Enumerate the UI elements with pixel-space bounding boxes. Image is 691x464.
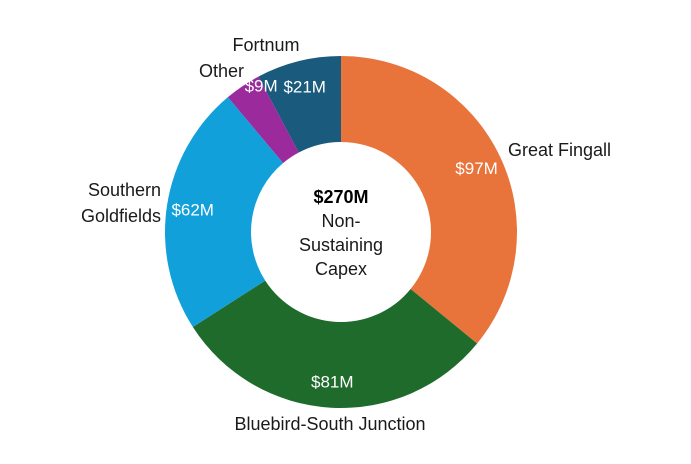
value-labels: $97M $81M $62M $9M $21M <box>171 77 497 392</box>
value-label-1: $81M <box>311 373 354 392</box>
category-label-4-0: Fortnum <box>232 35 299 55</box>
value-label-2: $62M <box>171 200 214 219</box>
slice-1 <box>192 280 478 409</box>
center-line-2: Sustaining <box>299 235 383 255</box>
category-label-0-0: Great Fingall <box>508 140 611 160</box>
category-label-3-0: Other <box>199 61 244 81</box>
category-label-2-0: Southern <box>88 180 161 200</box>
center-line-3: Capex <box>315 259 367 279</box>
donut-slices <box>164 56 518 409</box>
category-label-1-0: Bluebird-South Junction <box>234 414 425 434</box>
slice-0 <box>341 56 518 344</box>
center-total-label: $270M <box>313 187 368 207</box>
slice-4 <box>258 56 341 153</box>
center-label: $270M Non- Sustaining Capex <box>299 187 383 279</box>
category-labels: Great Fingall Bluebird-South Junction Sout… <box>81 35 611 434</box>
slice-2 <box>164 97 284 327</box>
slice-3 <box>227 76 299 164</box>
category-label-2-1: Goldfields <box>81 206 161 226</box>
value-label-3: $9M <box>245 77 278 96</box>
center-line-1: Non- <box>321 211 360 231</box>
value-label-0: $97M <box>455 159 498 178</box>
value-label-4: $21M <box>283 77 326 96</box>
